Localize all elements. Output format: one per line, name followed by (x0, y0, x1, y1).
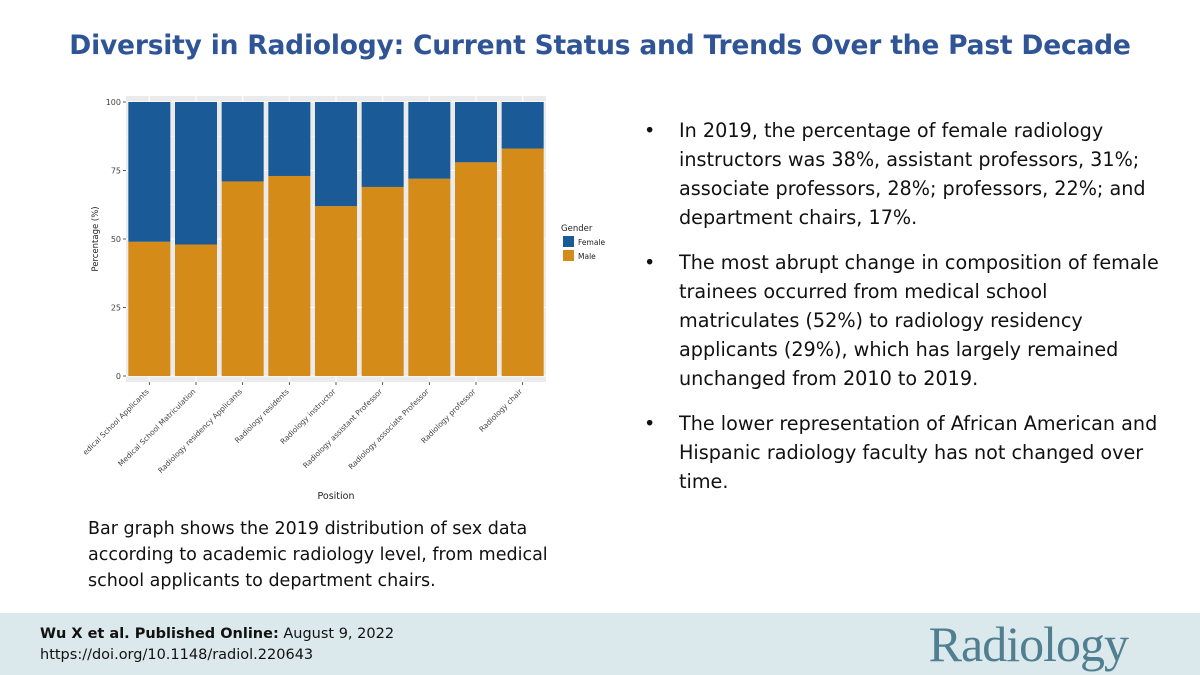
bullet-text: In 2019, the percentage of female radiol… (679, 119, 1146, 229)
stacked-bar-chart: 0 25 50 75 100 edical School ApplicantsMedic… (81, 96, 606, 502)
y-tick-label: 0 (116, 372, 121, 381)
legend-swatch-female (563, 236, 574, 247)
bar-male (361, 186, 404, 376)
bar-female (128, 102, 171, 242)
y-tick-label: 25 (111, 304, 121, 313)
citation: Wu X et al. Published Online: August 9, … (40, 624, 394, 666)
bar-male (268, 175, 311, 376)
bullet-marker: • (644, 412, 656, 435)
x-tick-label: Radiology residency Applicants (156, 387, 244, 475)
bar-female (361, 102, 404, 187)
bullet-text: The most abrupt change in composition of… (679, 251, 1159, 390)
x-axis-label: Position (318, 491, 355, 502)
bullet-marker: • (644, 251, 656, 274)
citation-authors: Wu X et al. Published Online: (40, 626, 279, 642)
radiology-logo: Radiology (928, 616, 1129, 672)
legend-label-female: Female (578, 238, 606, 247)
legend-title: Gender (561, 224, 593, 234)
bar-male (501, 148, 544, 376)
bar-female (501, 102, 544, 149)
legend-label-male: Male (578, 252, 596, 261)
bullet-item: • The lower representation of African Am… (640, 409, 1170, 496)
bullet-item: • In 2019, the percentage of female radi… (640, 116, 1170, 232)
bar-female (175, 102, 217, 245)
x-tick-label: Medical School Matriculation (116, 387, 197, 468)
y-axis: 0 25 50 75 100 (106, 98, 126, 381)
y-tick-label: 75 (111, 167, 121, 176)
bar-male (175, 244, 217, 376)
doi-link[interactable]: https://doi.org/10.1148/radiol.220643 (40, 647, 314, 663)
bar-female (408, 102, 451, 179)
bar-male (315, 206, 357, 376)
slide-title: Diversity in Radiology: Current Status a… (69, 30, 1131, 61)
bar-female (268, 102, 311, 176)
bar-female (315, 102, 357, 207)
bullet-text: The lower representation of African Amer… (679, 412, 1158, 493)
bar-female (455, 102, 497, 163)
bar-male (221, 181, 264, 376)
citation-line: Wu X et al. Published Online: August 9, … (40, 624, 394, 645)
y-tick-label: 50 (111, 235, 121, 244)
bar-male (408, 178, 451, 376)
x-tick-label: Radiology associate Professor (347, 386, 432, 471)
y-tick-label: 100 (106, 98, 121, 107)
x-tick-label: Radiology chair (477, 386, 524, 433)
legend-swatch-male (563, 250, 574, 261)
x-tick-label: Radiology assistant Professor (301, 386, 385, 470)
bullet-marker: • (644, 119, 656, 142)
footer-bar: Wu X et al. Published Online: August 9, … (0, 613, 1200, 675)
bar-male (455, 162, 497, 376)
citation-date: August 9, 2022 (278, 626, 395, 642)
bullet-list: • In 2019, the percentage of female radi… (640, 116, 1170, 512)
figure-caption: Bar graph shows the 2019 distribution of… (88, 519, 548, 591)
bar-female (221, 102, 264, 182)
bar-male (128, 241, 171, 376)
bullet-item: • The most abrupt change in composition … (640, 248, 1170, 393)
bars (128, 102, 544, 376)
y-axis-label: Percentage (%) (91, 206, 101, 271)
legend: Gender Female Male (561, 224, 606, 261)
